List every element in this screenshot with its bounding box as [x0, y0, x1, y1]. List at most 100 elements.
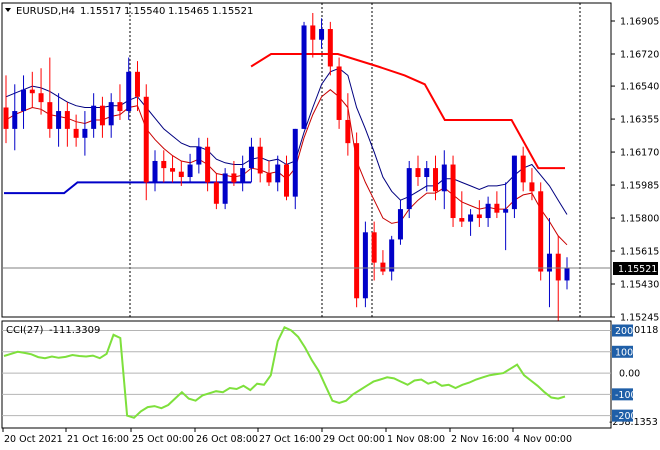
cci-axis-top: 240.0118 [613, 325, 658, 336]
candle [371, 221, 377, 281]
candle [511, 155, 517, 219]
candle [12, 84, 18, 151]
candle [143, 84, 149, 201]
candle [538, 182, 544, 281]
candle [205, 137, 211, 192]
candle [38, 68, 44, 115]
candle [555, 235, 561, 326]
candle-body [275, 164, 281, 183]
candle [389, 235, 395, 281]
candle-body [511, 155, 517, 210]
cci-grid [2, 330, 611, 417]
candle-body [99, 105, 105, 126]
cci-level-label: -200 [615, 411, 637, 422]
price-tick-label: 1.15245 [620, 313, 659, 324]
price-tick-label: 1.16355 [620, 115, 659, 126]
time-tick-label: 26 Oct 08:00 [196, 434, 258, 445]
candle [362, 221, 368, 308]
price-panel[interactable] [1, 2, 612, 326]
candle-body [354, 143, 360, 299]
ohlc-high: 1.15540 [124, 6, 165, 17]
price-tick-label: 1.15615 [620, 247, 659, 258]
price-tick-label: 1.15985 [620, 181, 659, 192]
cci-level-box [612, 324, 633, 337]
candle [56, 93, 62, 147]
candle-body [205, 146, 211, 183]
candle-body [222, 173, 228, 204]
candle-body [345, 119, 351, 144]
candle [433, 155, 439, 201]
candle-body [459, 218, 465, 222]
candle-body [424, 168, 430, 178]
candle [503, 182, 509, 251]
price-axis[interactable]: 1.16905 1.16720 1.16540 1.16355 1.16170 1.159… [611, 17, 659, 324]
candle [187, 153, 193, 183]
cci-panel[interactable]: CCI(27) -111.3309 [1, 320, 612, 429]
candle [564, 257, 570, 290]
candle-body [152, 160, 158, 183]
price-tick-label: 1.16540 [620, 82, 659, 93]
candle [21, 75, 27, 129]
candle [266, 160, 272, 186]
candle-body [319, 29, 325, 40]
time-tick-label: 25 Oct 00:00 [132, 434, 194, 445]
cci-level-box [612, 345, 633, 358]
candle-body [134, 71, 140, 97]
candle [108, 93, 114, 138]
current-price-label: 1.15521 [618, 264, 657, 275]
candle-body [187, 164, 193, 178]
candle [91, 93, 97, 138]
candle [424, 160, 430, 192]
candle-body [397, 209, 403, 240]
candle [546, 218, 552, 308]
cci-panel-frame [1, 320, 612, 429]
candle [345, 93, 351, 156]
cci-level-box [612, 409, 633, 422]
time-tick-label: 21 Oct 16:00 [67, 434, 129, 445]
candle [494, 191, 500, 219]
price-grid [129, 3, 581, 317]
candle [117, 84, 123, 120]
candle [476, 200, 482, 227]
chart-header: EURUSD,H4 1.15517 1.15540 1.15465 1.1552… [5, 6, 253, 17]
candle-body [362, 232, 368, 299]
candle-body [441, 164, 447, 192]
candle [126, 57, 132, 120]
candle-body [529, 182, 535, 192]
candle [64, 102, 70, 147]
candle-body [284, 164, 289, 197]
candle-body [73, 128, 79, 138]
candle [170, 155, 176, 183]
candle [327, 21, 333, 76]
candle-body [213, 182, 219, 204]
cci-value: -111.3309 [49, 325, 100, 336]
cci-line [3, 325, 566, 419]
candle [441, 150, 447, 210]
cci-level-label: 100 [615, 347, 633, 358]
candle-body [64, 111, 70, 129]
candle [196, 137, 202, 174]
cci-axis: 240.0118 -258.1353 200 100 0.00 -100 -200 [609, 324, 658, 428]
dropdown-triangle-icon[interactable] [5, 8, 11, 12]
time-tick-label: 2 Nov 16:00 [451, 434, 509, 445]
candle-body [371, 232, 377, 263]
ohlc-open: 1.15517 [80, 6, 121, 17]
candle-body [47, 102, 53, 129]
price-tick-label: 1.16170 [620, 148, 659, 159]
candle [529, 168, 535, 201]
candle [284, 155, 289, 201]
candle-body [415, 168, 421, 178]
candle [319, 18, 325, 49]
cci-level-label: 200 [615, 326, 633, 337]
candle-body [433, 168, 439, 192]
candle [222, 168, 228, 210]
candle-body [494, 203, 500, 213]
candle-body [196, 146, 202, 165]
time-axis[interactable]: 20 Oct 2021 21 Oct 16:00 25 Oct 00:00 26 Oc… [2, 428, 572, 445]
candle [415, 155, 421, 186]
candle-body [503, 209, 509, 213]
candle-body [82, 128, 88, 138]
candle-body [161, 160, 167, 169]
candle [301, 21, 307, 129]
